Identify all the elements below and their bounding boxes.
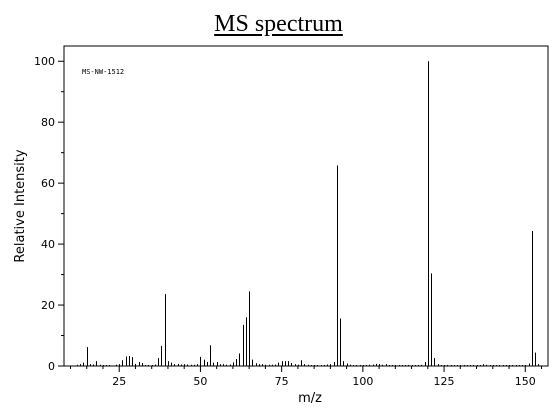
x-tick-label: 25 <box>112 375 126 388</box>
x-tick-label: 75 <box>275 375 289 388</box>
y-tick-label: 20 <box>41 299 55 312</box>
y-tick-label: 60 <box>41 177 55 190</box>
y-tick-label: 0 <box>48 360 55 373</box>
y-tick-label: 80 <box>41 116 55 129</box>
y-axis-label: Relative Intensity <box>13 149 28 262</box>
x-tick-label: 125 <box>434 375 455 388</box>
spectrum-id-annotation: MS-NW-1512 <box>82 68 124 76</box>
y-tick-label: 40 <box>41 238 55 251</box>
plot-frame <box>63 45 549 367</box>
y-tick-label: 100 <box>34 55 55 68</box>
y-axis-ticks: 0 20 40 60 80 100 <box>34 55 64 373</box>
plot-border <box>63 45 549 367</box>
x-tick-label: 150 <box>515 375 536 388</box>
chart-title: MS spectrum <box>214 11 343 37</box>
x-axis-label: m/z <box>298 391 322 406</box>
x-axis-ticks: 25 50 75 100 125 150 <box>69 366 543 388</box>
peak-series <box>77 61 539 366</box>
x-tick-label: 50 <box>193 375 207 388</box>
x-tick-label: 100 <box>352 375 373 388</box>
